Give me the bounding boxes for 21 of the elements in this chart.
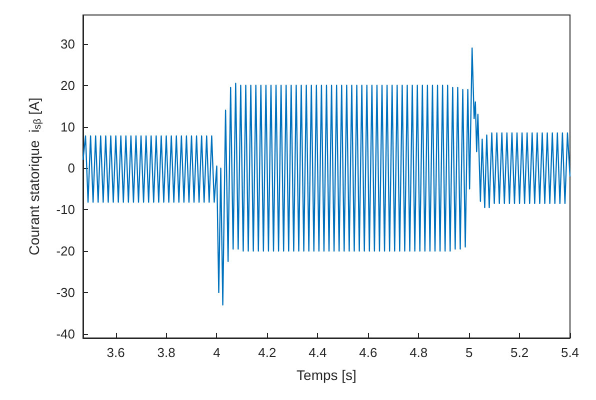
x-axis-title: Temps [s] xyxy=(296,367,356,383)
y-tick-label: -40 xyxy=(56,326,75,342)
x-tick-label: 4.2 xyxy=(258,345,276,360)
y-tick-label: 10 xyxy=(60,119,75,134)
x-tick-label: 5.2 xyxy=(510,345,529,360)
y-axis-title: Courant statorique isβ [A] xyxy=(26,98,44,256)
y-tick-label: 30 xyxy=(60,36,75,52)
x-tick-label: 5.4 xyxy=(560,345,580,360)
x-tick-label: 5 xyxy=(465,345,473,360)
y-tick-label: -20 xyxy=(56,244,75,259)
x-tick-label: 3.6 xyxy=(106,345,125,360)
line-series xyxy=(82,48,571,306)
y-tick-label: 0 xyxy=(68,160,75,176)
x-tick-label: 4.8 xyxy=(410,345,428,360)
x-tick-label: 4.6 xyxy=(359,345,378,360)
y-tick-label: 20 xyxy=(60,78,75,93)
x-tick-label: 3.8 xyxy=(157,345,176,360)
x-tick-label: 4 xyxy=(213,345,220,360)
x-tick-label: 4.4 xyxy=(308,345,327,360)
y-tick-label: -10 xyxy=(56,202,75,218)
y-tick-label: -30 xyxy=(56,284,75,300)
